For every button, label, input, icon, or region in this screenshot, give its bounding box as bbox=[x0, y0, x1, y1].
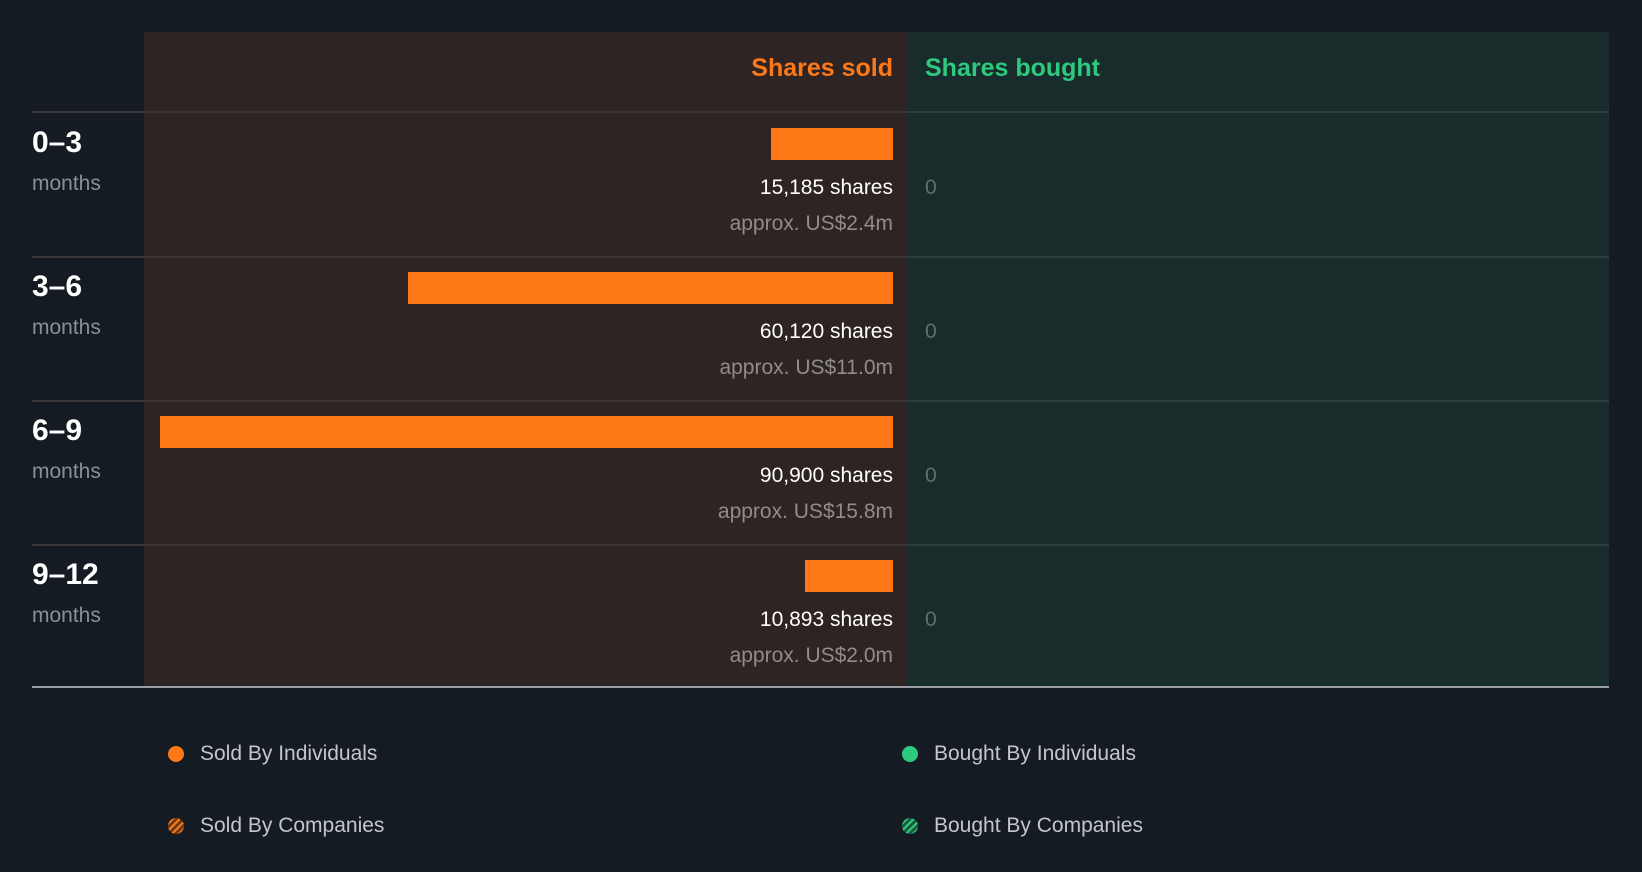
shares-bought-value: 0 bbox=[925, 320, 937, 343]
approx-value: approx. US$15.8m bbox=[717, 500, 893, 523]
table-row: 6–9 months 90,900 shares approx. US$15.8… bbox=[0, 402, 1642, 546]
period-unit: months bbox=[32, 316, 101, 339]
sold-bar[interactable] bbox=[771, 128, 893, 160]
legend-bought-individuals[interactable]: Bought By Individuals bbox=[902, 742, 1136, 766]
shares-sold-value: 10,893 shares bbox=[759, 608, 893, 631]
approx-value: approx. US$2.4m bbox=[729, 212, 893, 235]
legend-bought-companies[interactable]: Bought By Companies bbox=[902, 814, 1143, 838]
shares-bought-panel bbox=[908, 32, 1609, 687]
shares-sold-value: 90,900 shares bbox=[759, 464, 893, 487]
period-label: 6–9 bbox=[32, 414, 83, 447]
period-unit: months bbox=[32, 172, 101, 195]
legend-label: Bought By Companies bbox=[934, 814, 1143, 837]
legend-label: Sold By Individuals bbox=[200, 742, 378, 765]
approx-value: approx. US$2.0m bbox=[729, 644, 893, 667]
sold-bar[interactable] bbox=[408, 272, 893, 304]
orange-dot-icon bbox=[168, 746, 184, 762]
period-unit: months bbox=[32, 604, 101, 627]
green-dot-icon bbox=[902, 746, 918, 762]
sold-bar[interactable] bbox=[160, 416, 893, 448]
row-divider bbox=[32, 544, 1609, 546]
striped-orange-dot-icon bbox=[168, 818, 184, 834]
period-label: 0–3 bbox=[32, 126, 83, 159]
shares-bought-value: 0 bbox=[925, 608, 937, 631]
row-divider bbox=[32, 111, 1609, 113]
shares-bought-value: 0 bbox=[925, 176, 937, 199]
table-row: 0–3 months 15,185 shares approx. US$2.4m… bbox=[0, 114, 1642, 258]
shares-sold-value: 15,185 shares bbox=[759, 176, 893, 199]
legend-label: Sold By Companies bbox=[200, 814, 385, 837]
legend-label: Bought By Individuals bbox=[934, 742, 1136, 765]
striped-green-dot-icon bbox=[902, 818, 918, 834]
approx-value: approx. US$11.0m bbox=[719, 356, 893, 379]
shares-bought-header: Shares bought bbox=[925, 54, 1101, 82]
period-label: 3–6 bbox=[32, 270, 83, 303]
shares-sold-value: 60,120 shares bbox=[759, 320, 893, 343]
row-divider bbox=[32, 400, 1609, 402]
sold-bar[interactable] bbox=[805, 560, 893, 592]
table-row: 3–6 months 60,120 shares approx. US$11.0… bbox=[0, 258, 1642, 402]
legend-sold-individuals[interactable]: Sold By Individuals bbox=[168, 742, 377, 766]
shares-bought-value: 0 bbox=[925, 464, 937, 487]
period-unit: months bbox=[32, 460, 101, 483]
shares-sold-header: Shares sold bbox=[751, 54, 893, 82]
period-label: 9–12 bbox=[32, 558, 99, 591]
legend-sold-companies[interactable]: Sold By Companies bbox=[168, 814, 384, 838]
chart-baseline bbox=[32, 686, 1609, 688]
table-row: 9–12 months 10,893 shares approx. US$2.0… bbox=[0, 546, 1642, 690]
row-divider bbox=[32, 256, 1609, 258]
